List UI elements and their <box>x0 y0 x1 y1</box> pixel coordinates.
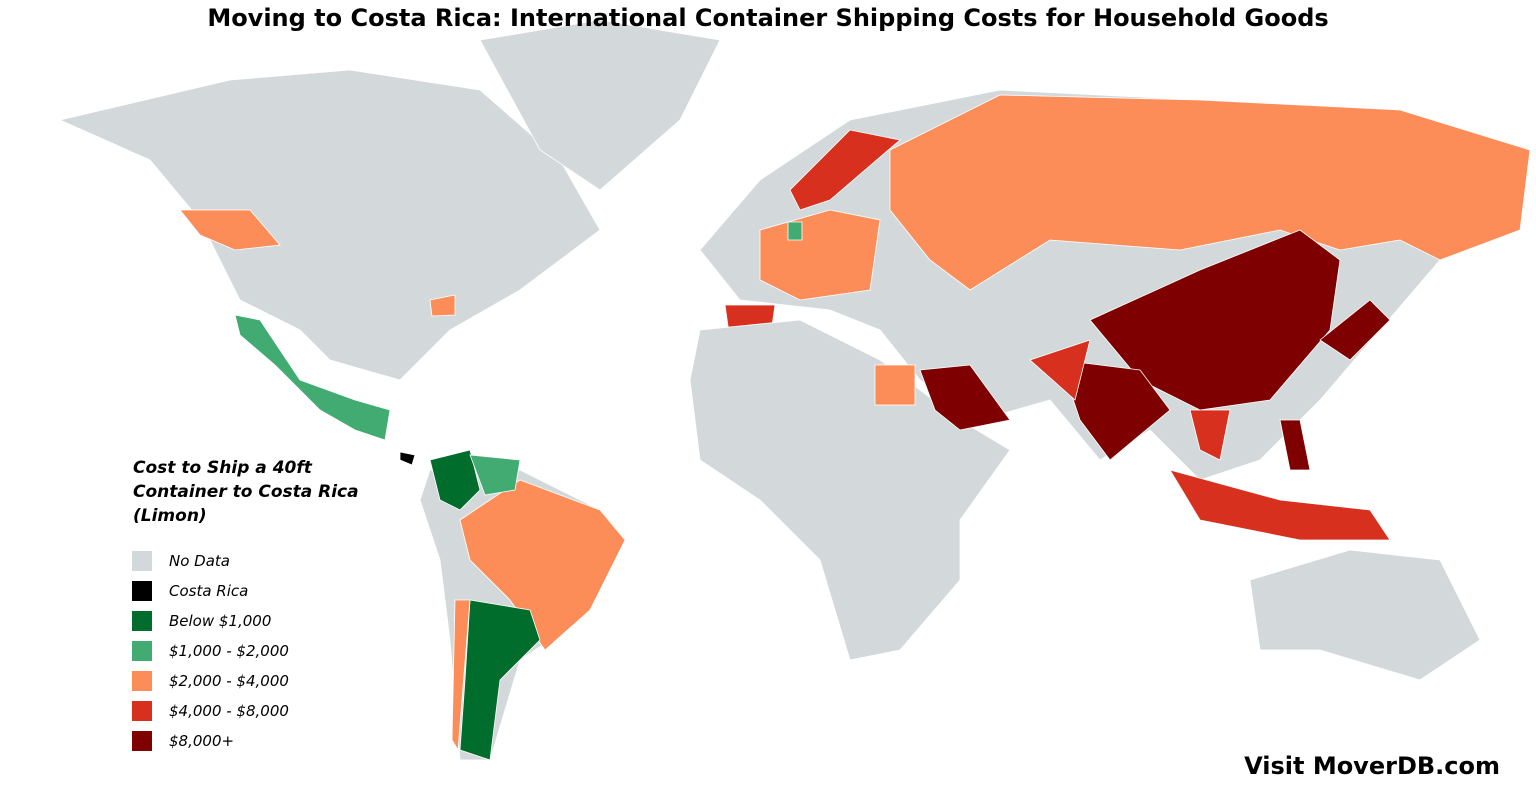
costa-rica <box>399 451 416 466</box>
legend-title: Cost to Ship a 40ft Container to Costa R… <box>133 458 359 526</box>
philippines <box>1279 419 1311 471</box>
venezuela <box>469 454 521 496</box>
india <box>1059 359 1171 461</box>
japan <box>1319 299 1391 361</box>
legend-label: $2,000 - $4,000 <box>169 672 289 690</box>
footer-link: Visit MoverDB.com <box>1244 752 1500 780</box>
north-america <box>58 69 601 381</box>
legend-swatch <box>132 641 152 661</box>
saudi-arabia <box>919 364 1011 431</box>
legend-label: No Data <box>169 552 230 570</box>
russia <box>889 94 1531 291</box>
legend-swatch <box>132 731 152 751</box>
map-title: Moving to Costa Rica: International Cont… <box>207 4 1329 32</box>
legend-label: $1,000 - $2,000 <box>169 642 289 660</box>
legend-label: $8,000+ <box>169 732 235 750</box>
legend-label: Below $1,000 <box>169 612 272 630</box>
legend-swatch <box>132 611 152 631</box>
pakistan <box>1029 339 1091 401</box>
egypt <box>874 364 916 406</box>
legend-swatch <box>132 581 152 601</box>
legend-swatch <box>132 551 152 571</box>
colombia <box>429 449 481 511</box>
argentina <box>459 599 541 761</box>
southeast-asia <box>1189 409 1231 461</box>
netherlands <box>787 221 803 241</box>
legend-swatch <box>132 671 152 691</box>
british-columbia <box>179 209 281 251</box>
australia <box>1249 549 1481 681</box>
new-york <box>429 294 456 317</box>
legend-label: Costa Rica <box>169 582 249 600</box>
mexico-california <box>234 314 391 441</box>
chile <box>451 599 471 752</box>
indonesia <box>1169 469 1391 541</box>
legend-label: $4,000 - $8,000 <box>169 702 289 720</box>
legend-swatch <box>132 701 152 721</box>
china <box>1089 229 1341 411</box>
brazil <box>459 479 626 651</box>
norway <box>789 129 901 211</box>
greenland <box>479 19 721 191</box>
